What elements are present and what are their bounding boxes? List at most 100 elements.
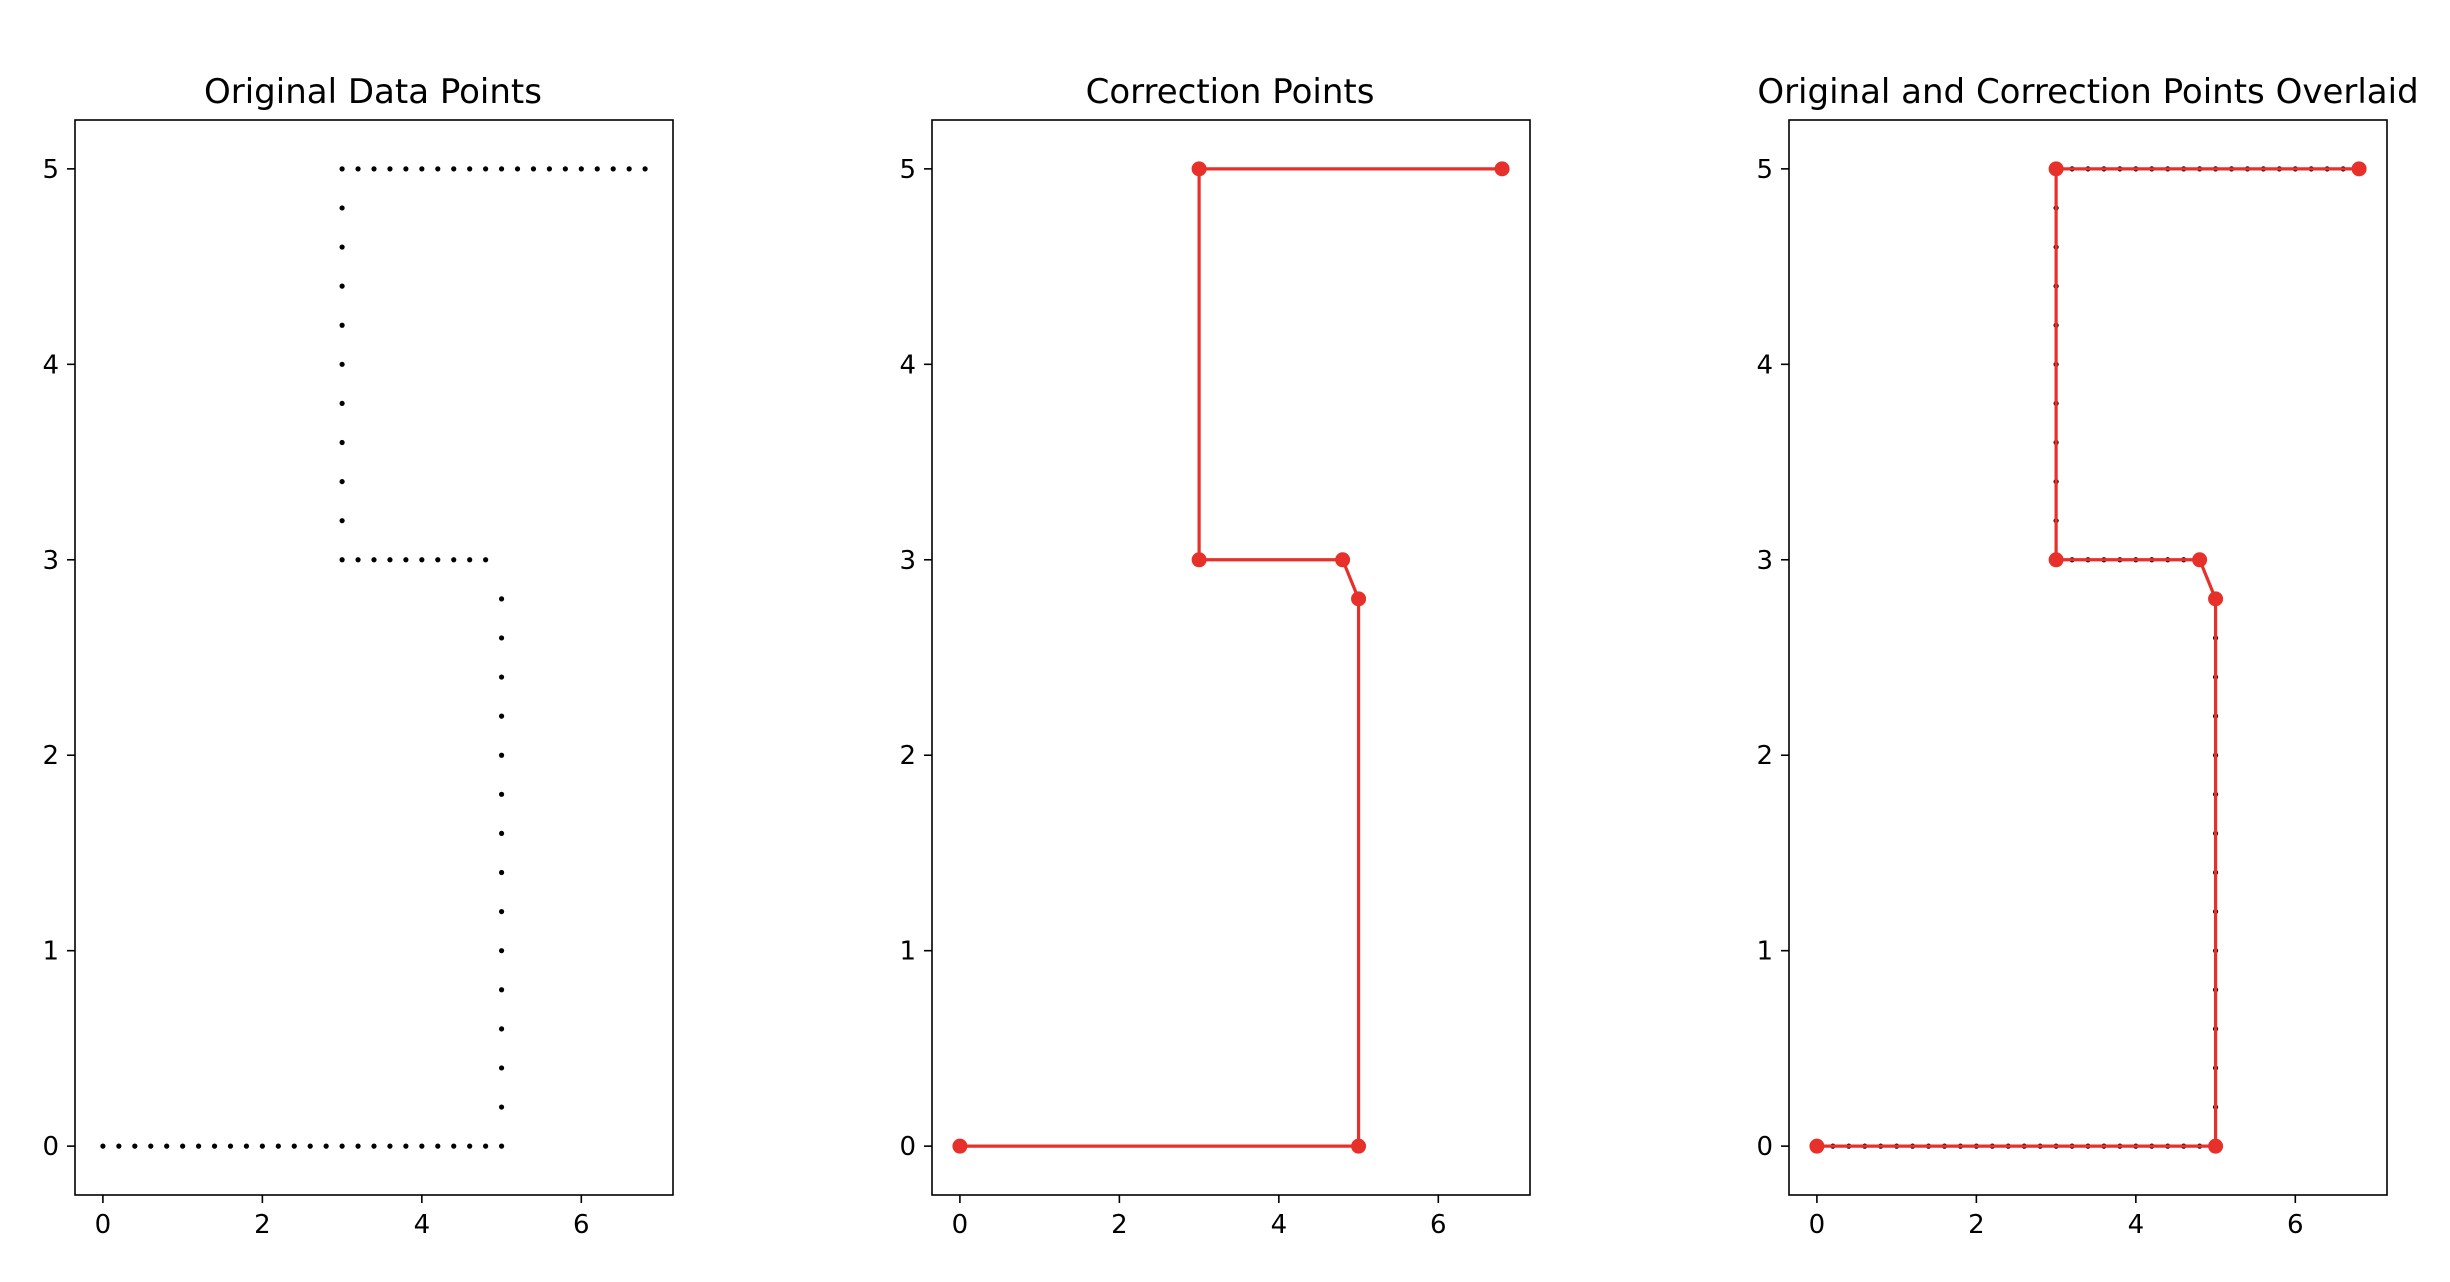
data-point [307,1143,313,1149]
data-point [498,869,505,876]
data-point [498,166,505,172]
correction-point [1809,1138,1825,1154]
data-point [498,713,505,719]
data-point [180,1143,186,1149]
data-point [514,166,521,172]
data-point [467,166,473,172]
panel-original: Original Data Points 0 2 4 6 0 1 2 3 4 5 [42,72,674,1240]
x-tick-label: 2 [1968,1210,1985,1240]
correction-point [1191,161,1207,177]
correction-point [1351,1138,1367,1154]
chart-title: Original and Correction Points Overlaid [1757,72,2418,112]
x-tick-label: 6 [1430,1210,1447,1240]
data-point [148,1143,154,1149]
data-point [100,1143,106,1149]
data-point [243,1143,250,1149]
data-point [530,166,537,172]
data-point [498,1026,505,1032]
data-point [339,244,345,250]
correction-point [2208,1138,2224,1154]
x-tick-label: 4 [414,1210,431,1240]
data-point [275,1143,281,1149]
data-point [387,1143,393,1149]
y-tick-label: 1 [899,937,916,967]
y-tick-label: 2 [899,741,916,771]
data-point [451,557,457,563]
x-tick-label: 6 [2287,1210,2304,1240]
data-point [371,1143,377,1149]
data-point [339,361,345,367]
data-point [498,596,505,602]
correction-point [1335,552,1351,568]
data-point [419,166,425,172]
y-tick-label: 4 [1756,350,1773,380]
data-point [323,1143,329,1149]
data-point [419,1143,425,1149]
plot-area: 0 2 4 6 0 1 2 3 4 5 [42,155,648,1240]
y-tick-label: 4 [42,350,59,380]
data-point [339,400,345,407]
data-point [435,166,441,172]
data-point [498,948,505,954]
plot-area: 0 2 4 6 0 1 2 3 4 5 [899,155,1510,1240]
data-point [195,1143,202,1149]
data-point [339,205,345,211]
data-point [419,557,425,563]
y-tick-label: 3 [1756,546,1773,576]
correction-point [952,1138,968,1154]
x-tick-label: 4 [2128,1210,2145,1240]
data-point [483,557,489,563]
data-point [403,166,409,172]
x-tick-label: 2 [1111,1210,1128,1240]
plot-area: 0 2 4 6 0 1 2 3 4 5 [1756,155,2367,1240]
data-point [291,1143,297,1149]
y-tick-label: 5 [899,155,916,185]
data-point [339,518,345,524]
chart-title: Correction Points [1086,72,1375,112]
y-tick-label: 2 [1756,741,1773,771]
correction-point [2048,161,2064,177]
correction-point [1351,591,1367,607]
data-point [467,1143,473,1149]
data-point [594,166,600,172]
plot-frame [1788,119,2388,1196]
y-tick-label: 5 [42,155,59,185]
data-point [483,166,489,172]
data-point [403,557,409,563]
data-point [498,908,505,915]
data-point [339,557,345,563]
y-tick-label: 0 [42,1132,59,1162]
y-tick-label: 1 [42,937,59,967]
y-tick-label: 4 [899,350,916,380]
data-point [546,166,553,172]
data-point [339,283,345,289]
correction-point [1191,552,1207,568]
data-point [339,478,345,485]
data-point [498,791,505,797]
data-point [498,1143,505,1149]
plot-frame [931,119,1531,1196]
data-point [355,166,361,172]
correction-point [2192,552,2208,568]
data-point [211,1143,218,1149]
data-point [371,166,377,172]
data-point [116,1143,122,1149]
y-tick-label: 5 [1756,155,1773,185]
data-point [132,1143,138,1149]
chart-title: Original Data Points [204,72,542,112]
y-tick-label: 1 [1756,937,1773,967]
x-tick-label: 0 [952,1210,969,1240]
y-tick-label: 0 [899,1132,916,1162]
data-point [339,322,345,328]
data-point [339,1143,345,1149]
data-point [339,166,345,172]
data-point [355,1143,361,1149]
data-point [610,166,616,172]
correction-point [2048,552,2064,568]
data-point [164,1143,170,1149]
x-tick-label: 0 [1809,1210,1826,1240]
y-tick-label: 3 [899,546,916,576]
data-point [626,166,632,172]
